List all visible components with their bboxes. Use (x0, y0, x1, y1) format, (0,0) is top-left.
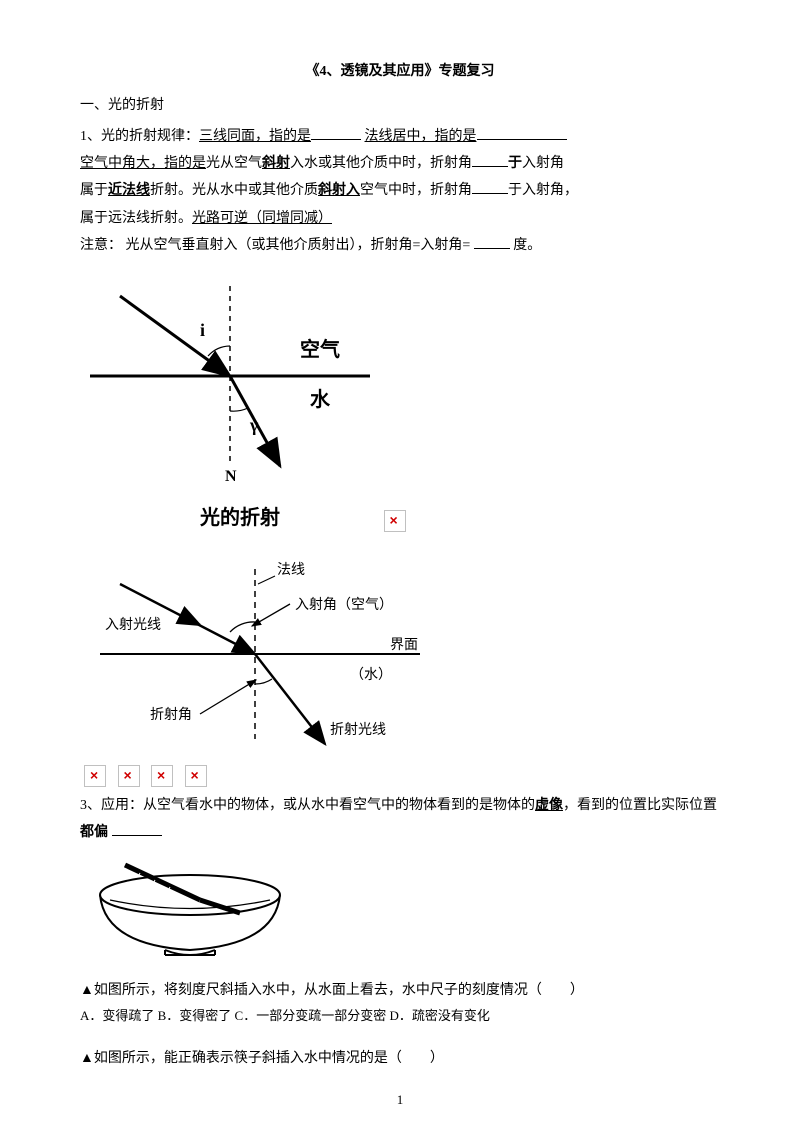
note-line: 注意： 光从空气垂直射入（或其他介质射出），折射角=入射角= 度。 (80, 233, 720, 258)
broken-image-icon (118, 765, 140, 787)
bowl-diagram (80, 855, 720, 970)
blank-1 (311, 126, 361, 140)
s3-tail: ，看到的位置比实际位置 (563, 798, 717, 813)
p4-u: 光路可逆（同增同减） (192, 211, 332, 226)
section3-line2: 都偏 (80, 820, 720, 845)
blank-2 (477, 126, 567, 140)
blank-6 (112, 822, 162, 836)
d2-water: （水） (350, 667, 392, 683)
rule-line-3: 属于近法线折射。光从水中或其他介质斜射入空气中时，折射角 于入射角， (80, 178, 720, 203)
blank-5 (474, 235, 510, 249)
p2-bold2: 于 (508, 156, 522, 171)
broken-image-icon (84, 765, 106, 787)
s3-lead2: 都偏 (80, 825, 108, 840)
s3-u1: 虚像 (535, 798, 563, 813)
section-heading: 一、光的折射 (80, 94, 720, 114)
p3-d: 于入射角， (508, 183, 578, 198)
p1-lead: 1、光的折射规律： (80, 129, 199, 144)
p5-b: 度。 (510, 238, 542, 253)
question-1-options: A．变得疏了 B．变得密了 C．一部分变疏一部分变密 D．疏密没有变化 (80, 1005, 720, 1024)
rule-line-4: 属于远法线折射。光路可逆（同增同减） (80, 206, 720, 231)
diagram1-title: 光的折射 (200, 501, 280, 530)
broken-image-icon (151, 765, 173, 787)
p3-c: 空气中时，折射角 (360, 183, 472, 198)
question-2: ▲如图所示，能正确表示筷子斜插入水中情况的是（ ） (80, 1048, 720, 1070)
rule-line-1: 1、光的折射规律：三线同面，指的是 法线居中，指的是 (80, 124, 720, 149)
p2-b: 入水或其他介质中时，折射角 (290, 156, 472, 171)
label-air: 空气 (300, 337, 340, 361)
d2-interface: 界面 (390, 638, 418, 653)
question-1: ▲如图所示，将刻度尺斜插入水中，从水面上看去，水中尺子的刻度情况（ ） (80, 980, 720, 1002)
p2-u: 空气中角大，指的是 (80, 156, 206, 171)
label-n: N (225, 468, 237, 485)
broken-image-icon (185, 765, 207, 787)
p3-a: 属于 (80, 183, 108, 198)
p1-u2: 法线居中，指的是 (365, 129, 477, 144)
p3-u1: 近法线 (108, 183, 150, 198)
p1-u1: 三线同面，指的是 (199, 129, 311, 144)
d2-refr-ray: 折射光线 (330, 722, 386, 738)
broken-image-icon (384, 510, 406, 532)
p2-a: 光从空气 (206, 156, 262, 171)
label-gamma: γ (249, 415, 259, 435)
page-title: 《4、透镜及其应用》专题复习 (80, 60, 720, 80)
p5-a: 注意： 光从空气垂直射入（或其他介质射出），折射角=入射角= (80, 238, 470, 253)
p3-bold: 斜射入 (318, 183, 360, 198)
d2-refr-angle: 折射角 (150, 707, 192, 723)
d2-normal: 法线 (277, 562, 305, 578)
rule-line-2: 空气中角大，指的是光从空气斜射入水或其他介质中时，折射角 于入射角 (80, 151, 720, 176)
label-water: 水 (310, 388, 331, 411)
d2-incident-angle: 入射角（空气） (295, 597, 393, 613)
blank-3 (472, 153, 508, 167)
page-number: 1 (0, 1092, 800, 1108)
s3-lead: 3、应用：从空气看水中的物体，或从水中看空气中的物体看到的是物体的 (80, 798, 535, 813)
p4-a: 属于远法线折射。 (80, 211, 192, 226)
p2-c: 入射角 (522, 156, 564, 171)
blank-4 (472, 180, 508, 194)
p2-bold1: 斜射 (262, 156, 290, 171)
section3-line1: 3、应用：从空气看水中的物体，或从水中看空气中的物体看到的是物体的虚像，看到的位… (80, 793, 720, 818)
broken-image-row (80, 765, 720, 787)
diagram-2: 法线 入射光线 入射角（空气） 界面 （水） 折射角 折射光线 (80, 554, 720, 759)
d2-incident-ray: 入射光线 (105, 617, 161, 633)
diagram-1: i γ 空气 水 N (80, 276, 720, 491)
label-i: i (200, 320, 205, 340)
p3-b: 折射。光从水中或其他介质 (150, 183, 318, 198)
